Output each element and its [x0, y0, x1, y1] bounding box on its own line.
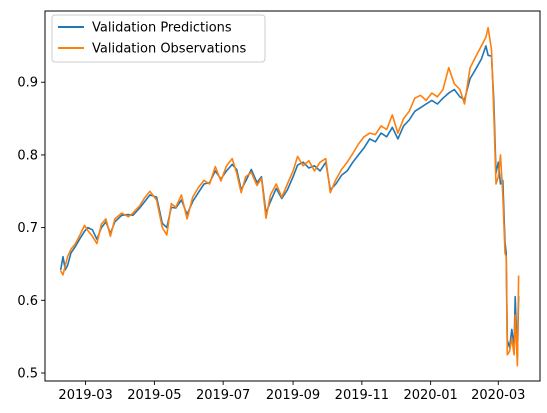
plot-area-frame — [44, 10, 541, 382]
y-tick-label: 0.6 — [17, 294, 38, 309]
y-axis: 0.5 0.6 0.7 0.8 0.9 — [17, 76, 45, 382]
legend-label-predictions: Validation Predictions — [92, 21, 232, 36]
legend-box — [51, 14, 266, 63]
y-tick-label: 0.7 — [17, 221, 38, 236]
x-axis: 2019-03 2019-05 2019-07 2019-09 2019-11 2020-… — [58, 381, 525, 403]
y-tick-label: 0.5 — [17, 367, 38, 382]
legend: Validation Predictions Validation Observ… — [51, 14, 266, 63]
y-tick-label: 0.8 — [17, 148, 38, 163]
y-tick-label: 0.9 — [17, 76, 38, 91]
legend-label-observations: Validation Observations — [92, 42, 246, 57]
x-tick-label: 2019-05 — [127, 388, 181, 403]
x-tick-label: 2019-11 — [335, 388, 389, 403]
x-tick-label: 2019-09 — [266, 388, 320, 403]
x-tick-label: 2020-01 — [403, 388, 457, 403]
x-tick-label: 2019-07 — [196, 388, 250, 403]
x-tick-label: 2020-03 — [471, 388, 525, 403]
plot-lines — [59, 26, 520, 367]
series-line-observations — [59, 26, 520, 367]
x-tick-label: 2019-03 — [58, 388, 112, 403]
